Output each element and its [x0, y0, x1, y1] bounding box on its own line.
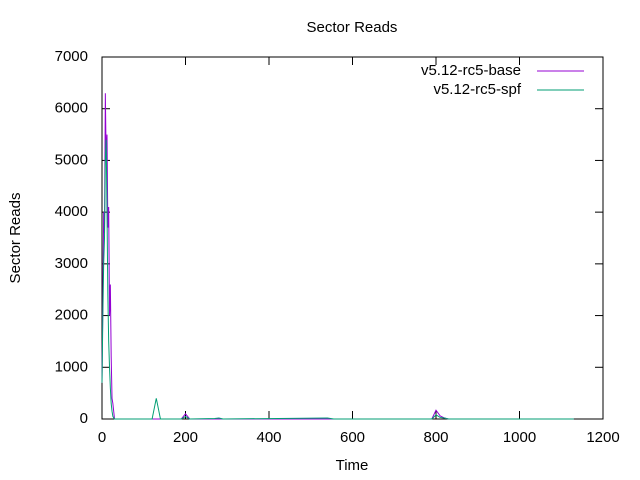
y-tick-label: 5000	[55, 151, 88, 168]
x-tick-label: 1000	[503, 429, 536, 446]
y-tick-label: 7000	[55, 48, 88, 65]
y-tick-label: 3000	[55, 255, 88, 272]
y-tick-label: 6000	[55, 100, 88, 117]
x-tick-label: 600	[340, 429, 365, 446]
y-tick-label: 2000	[55, 307, 88, 324]
legend-label: v5.12-rc5-spf	[433, 81, 521, 98]
series-line	[101, 139, 574, 420]
y-axis-label: Sector Reads	[7, 193, 24, 284]
legend-label: v5.12-rc5-base	[421, 62, 521, 79]
y-tick-label: 0	[80, 410, 88, 427]
x-tick-label: 400	[256, 429, 281, 446]
x-tick-label: 1200	[586, 429, 619, 446]
x-tick-label: 200	[173, 429, 198, 446]
y-tick-label: 1000	[55, 358, 88, 375]
x-tick-label: 800	[423, 429, 448, 446]
y-tick-label: 4000	[55, 203, 88, 220]
x-tick-label: 0	[98, 429, 106, 446]
x-axis-label: Time	[336, 457, 369, 474]
chart-title: Sector Reads	[307, 19, 398, 36]
